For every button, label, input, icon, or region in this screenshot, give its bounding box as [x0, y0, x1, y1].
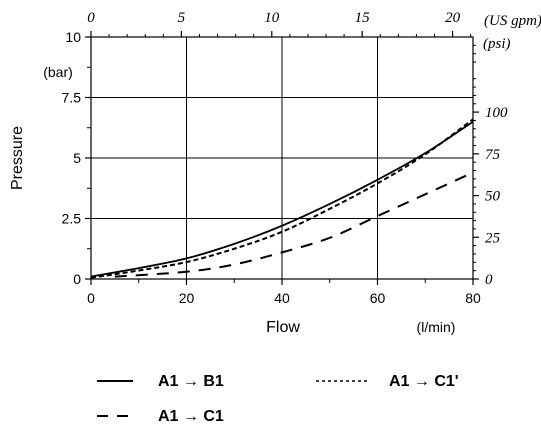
plot-frame — [90, 36, 474, 280]
right-axis: 0 25 50 75 100 — [473, 44, 508, 288]
top-tick-label: 20 — [445, 10, 461, 26]
right-axis-unit: (psi) — [483, 36, 511, 52]
right-tick-label: 25 — [485, 230, 501, 246]
top-axis-unit: (US gpm) — [484, 13, 541, 29]
y-tick-label: 0 — [73, 271, 81, 287]
x-tick-label: 20 — [179, 290, 195, 306]
y-tick-label: 5 — [73, 150, 81, 166]
x-tick-label: 80 — [465, 290, 481, 306]
y-tick-label: 10 — [65, 29, 81, 45]
top-tick-label: 5 — [178, 10, 186, 26]
x-axis-label: Flow — [266, 319, 300, 336]
y-axis-label: Pressure — [9, 126, 26, 190]
right-tick-label: 100 — [485, 105, 508, 121]
series-lines — [90, 118, 474, 279]
series-line-a1-c1 — [114, 171, 474, 278]
right-tick-label: 0 — [485, 272, 493, 288]
legend-label-a1-b1: A1 → B1 — [158, 373, 224, 390]
x-tick-label: 40 — [274, 290, 290, 306]
top-axis: 0 5 10 15 20 — [87, 10, 472, 37]
y-tick-label: 2.5 — [62, 211, 82, 227]
top-tick-label: 0 — [87, 10, 95, 26]
right-tick-label: 50 — [485, 189, 501, 205]
x-axis-unit: (l/min) — [417, 319, 456, 335]
y-tick-label: 7.5 — [62, 90, 82, 106]
legend-label-a1-c1: A1 → C1 — [158, 408, 224, 425]
legend: A1 → B1 A1 → C1 A1 → C1' — [97, 373, 459, 425]
top-tick-label: 15 — [355, 10, 371, 26]
legend-label-a1-c1-prime: A1 → C1' — [389, 373, 459, 390]
left-axis: 0 2.5 5 7.5 10 — [62, 29, 91, 287]
x-tick-label: 60 — [370, 290, 386, 306]
grid — [91, 37, 473, 279]
top-tick-label: 10 — [264, 10, 280, 26]
series-line-a1-b1 — [90, 120, 474, 278]
right-tick-label: 75 — [485, 147, 501, 163]
bottom-axis: 0 20 40 60 80 — [87, 279, 481, 306]
x-tick-label: 0 — [87, 290, 95, 306]
y-axis-unit: (bar) — [43, 64, 73, 80]
